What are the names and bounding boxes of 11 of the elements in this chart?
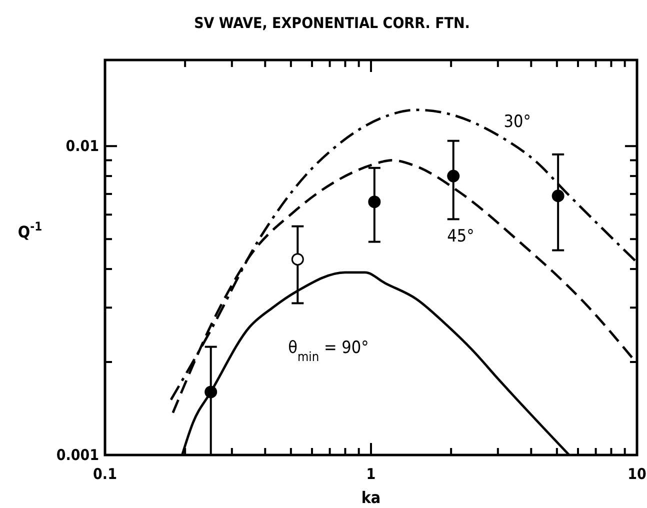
series-label: θ$_{min}$ = 90°: [288, 338, 369, 364]
x-axis-title: ka: [361, 488, 381, 507]
y-tick-label: 0.01: [66, 137, 99, 156]
series-label: 45°: [447, 226, 474, 246]
x-tick-label: 10: [628, 465, 646, 483]
x-tick-label: 1: [366, 465, 376, 483]
y-axis-title: Q$^{-1}$: [18, 220, 42, 242]
y-tick-label: 0.001: [56, 446, 99, 464]
series-label: 30°: [504, 112, 531, 132]
chart-title: SV WAVE, EXPONENTIAL CORR. FTN.: [194, 14, 470, 32]
x-tick-label: 0.1: [93, 465, 117, 483]
